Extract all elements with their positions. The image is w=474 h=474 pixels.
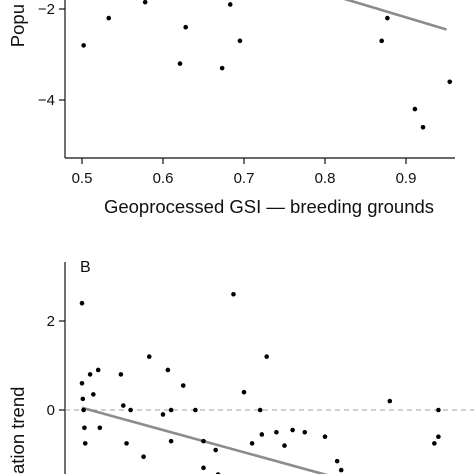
panel-a-x-tick-label: 0.8 [315,170,336,187]
panel-b-point [264,354,269,359]
panel-b-point [274,429,279,435]
panel-b-y-tick-label: 0 [47,402,55,419]
panel-a-point [237,38,243,44]
panel-a-point [219,65,225,71]
panel-a-point [81,43,86,48]
panel-b-point [146,354,152,359]
panel-b-point [95,367,101,373]
panel-a-point [385,15,390,21]
panel-b-point [165,367,171,373]
panel-b-point [322,434,328,440]
panel-a-point [177,61,183,66]
panel-a-xlabel: Geoprocessed GSI — breeding grounds [104,196,434,217]
panel-b-point [257,407,263,413]
panel-b-point [141,454,146,460]
panel-a-point [227,2,233,7]
panel-b-point [124,441,129,446]
panel-a-x-tick-label: 0.5 [72,170,93,187]
panel-a-y-tick-label: −4 [38,92,55,109]
panel-b-ylabel: ation trend [7,387,28,474]
panel-a-x-tick-label: 0.6 [153,170,174,187]
panel-b-point [82,441,88,446]
panel-b-point [79,300,85,306]
panel-b-point [80,396,86,402]
panel-a-ylabel: Popu [7,4,28,47]
panel-a-point [183,24,188,30]
panel-b-point [334,458,340,464]
panel-b-point [249,441,255,446]
panel-b-letter: B [80,259,91,276]
panel-b-point [231,292,236,297]
panel-a-fit-line [343,0,447,31]
panel-a-x-tick-label: 0.7 [234,170,255,187]
panel-b-point [97,425,103,431]
panel-b-point [168,438,174,444]
panel-b-point [259,432,265,437]
panel-b-point [160,412,166,417]
panel-b-point [128,407,133,413]
panel-b-point [91,392,96,397]
panel-b-point [282,443,287,448]
panel-b-point [338,467,344,473]
panel-a-point [420,125,426,130]
panel-b-point [118,372,124,377]
panel-b-point [180,383,186,388]
panel-b-point [201,438,206,444]
panel-a-x-tick-label: 0.9 [396,170,417,187]
panel-b-point [241,389,247,395]
panel-a-point [142,0,148,5]
panel-a: Popu −4 −2 0.5 0.6 0.7 0.8 0.9 Geoprocessed G… [7,0,455,217]
panel-a-y-tick-label: −2 [38,1,55,18]
panel-b-point [193,407,198,413]
panel-b-point [302,429,308,435]
panel-b-point [82,425,87,431]
panel-a-point [412,106,418,112]
panel-b-point [79,381,85,386]
panel-b-point [436,434,441,440]
panel-b-point [213,447,218,453]
panel-b-point [290,427,295,433]
panel-b: B ation trend 0 2 [7,259,474,474]
panel-b-point [201,465,206,471]
panel-b-point [387,398,393,404]
panel-b-point [432,441,437,446]
panel-a-point [447,79,453,85]
panel-b-point [121,403,126,408]
panel-b-point [168,407,174,413]
panel-a-point [106,15,112,21]
panel-b-point [87,372,93,377]
panel-b-point [436,407,441,413]
panel-b-fit-line [81,406,328,474]
panel-b-point [81,407,86,413]
panel-a-point [379,38,385,44]
panel-b-y-tick-label: 2 [47,313,55,330]
